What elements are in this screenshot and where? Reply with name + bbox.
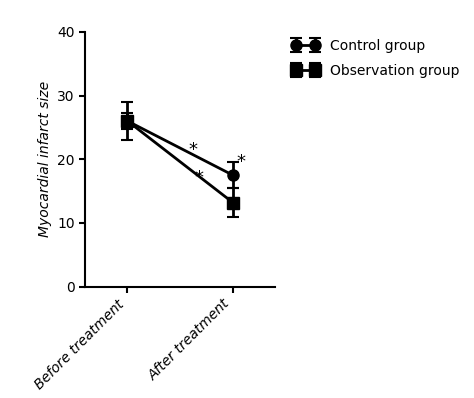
Text: *: * xyxy=(188,140,197,159)
Y-axis label: Myocardial infarct size: Myocardial infarct size xyxy=(38,81,52,237)
Text: *: * xyxy=(195,169,203,187)
Legend: Control group, Observation group: Control group, Observation group xyxy=(292,39,460,78)
Text: *: * xyxy=(237,153,246,172)
